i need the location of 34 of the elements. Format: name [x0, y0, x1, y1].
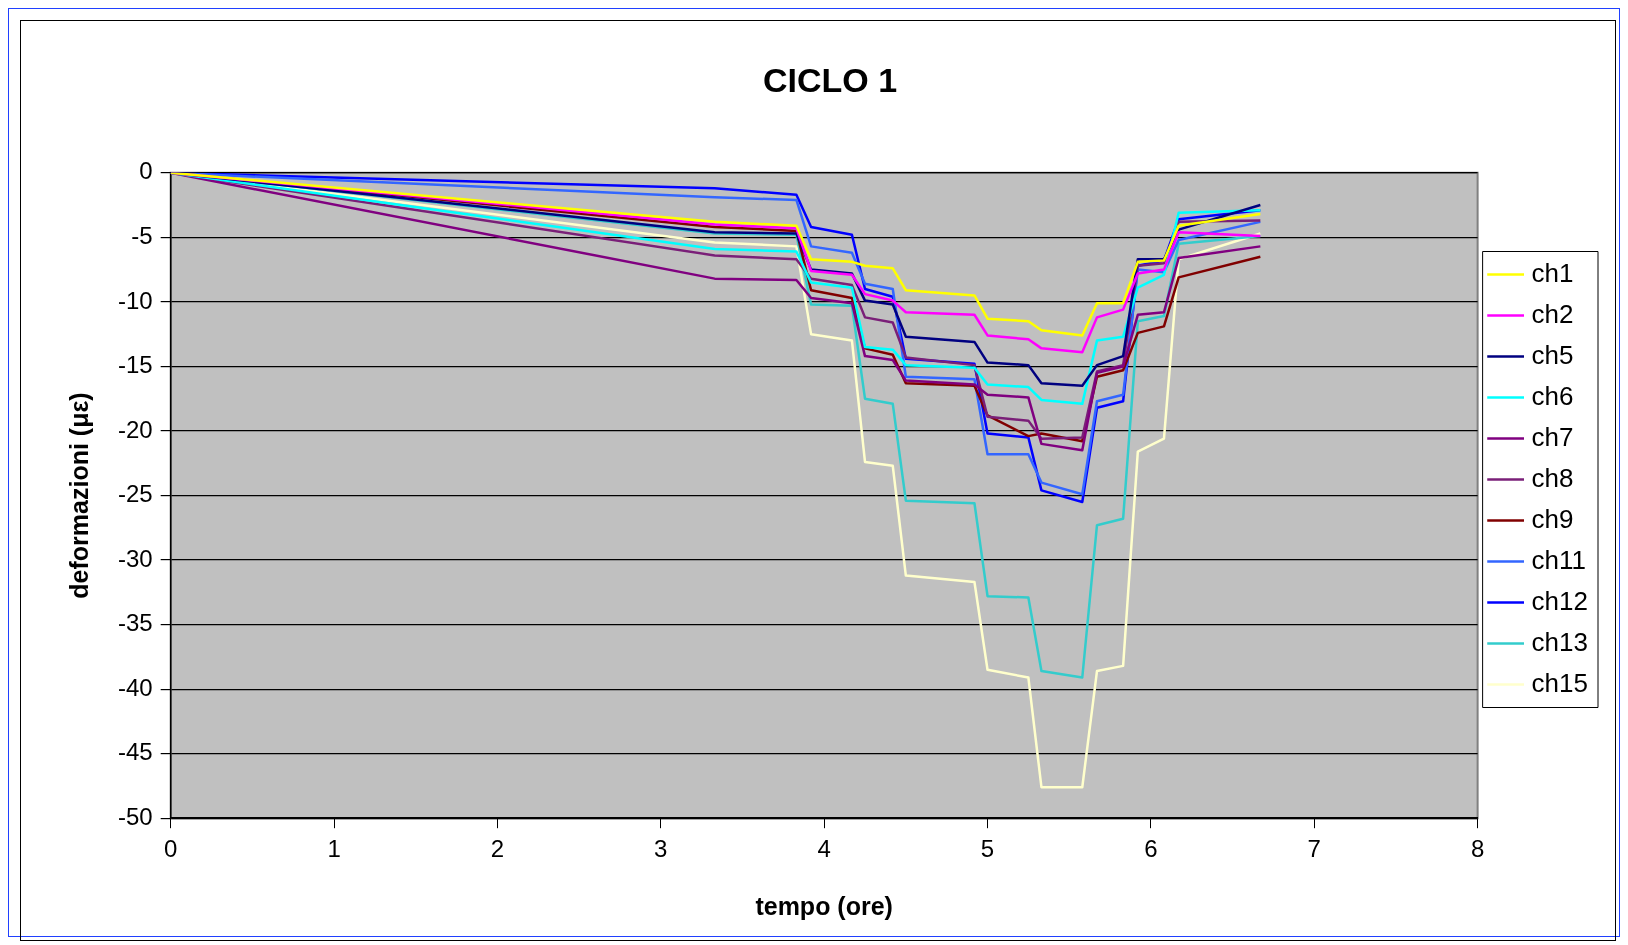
- x-tick-label: 6: [1144, 835, 1158, 863]
- chart-title: CICLO 1: [762, 60, 898, 99]
- x-axis-title: tempo (ore): [755, 891, 893, 920]
- y-tick-label: 0: [139, 157, 153, 185]
- y-tick-label: -5: [131, 221, 153, 249]
- x-tick-label: 4: [817, 835, 831, 863]
- x-tick-label: 8: [1470, 835, 1485, 863]
- y-axis-title: deformazioni (με): [64, 392, 93, 599]
- legend-label: ch5: [1531, 339, 1574, 370]
- legend-label: ch8: [1531, 462, 1574, 493]
- y-tick-label: -25: [118, 480, 153, 508]
- legend-label: ch1: [1531, 257, 1574, 288]
- legend-label: ch11: [1531, 544, 1587, 575]
- legend-label: ch6: [1531, 380, 1574, 411]
- legend-label: ch9: [1531, 503, 1574, 534]
- x-tick-label: 0: [164, 835, 178, 863]
- y-tick-label: -40: [118, 673, 153, 701]
- x-tick-label: 3: [654, 835, 668, 863]
- legend-label: ch2: [1531, 298, 1574, 329]
- y-tick-label: -35: [118, 609, 153, 637]
- legend-label: ch12: [1531, 585, 1589, 616]
- y-tick-label: -45: [118, 738, 153, 766]
- legend-label: ch13: [1531, 626, 1589, 657]
- y-tick-label: -15: [118, 351, 153, 379]
- x-tick-label: 1: [327, 835, 341, 863]
- y-tick-label: -20: [118, 415, 153, 443]
- x-tick-label: 5: [980, 835, 995, 863]
- y-tick-label: -10: [118, 286, 153, 314]
- y-tick-label: -50: [118, 802, 153, 830]
- y-tick-label: -30: [118, 544, 153, 572]
- x-tick-label: 7: [1307, 835, 1321, 863]
- x-tick-label: 2: [490, 835, 505, 863]
- legend-label: ch7: [1531, 421, 1574, 452]
- legend-label: ch15: [1531, 667, 1589, 698]
